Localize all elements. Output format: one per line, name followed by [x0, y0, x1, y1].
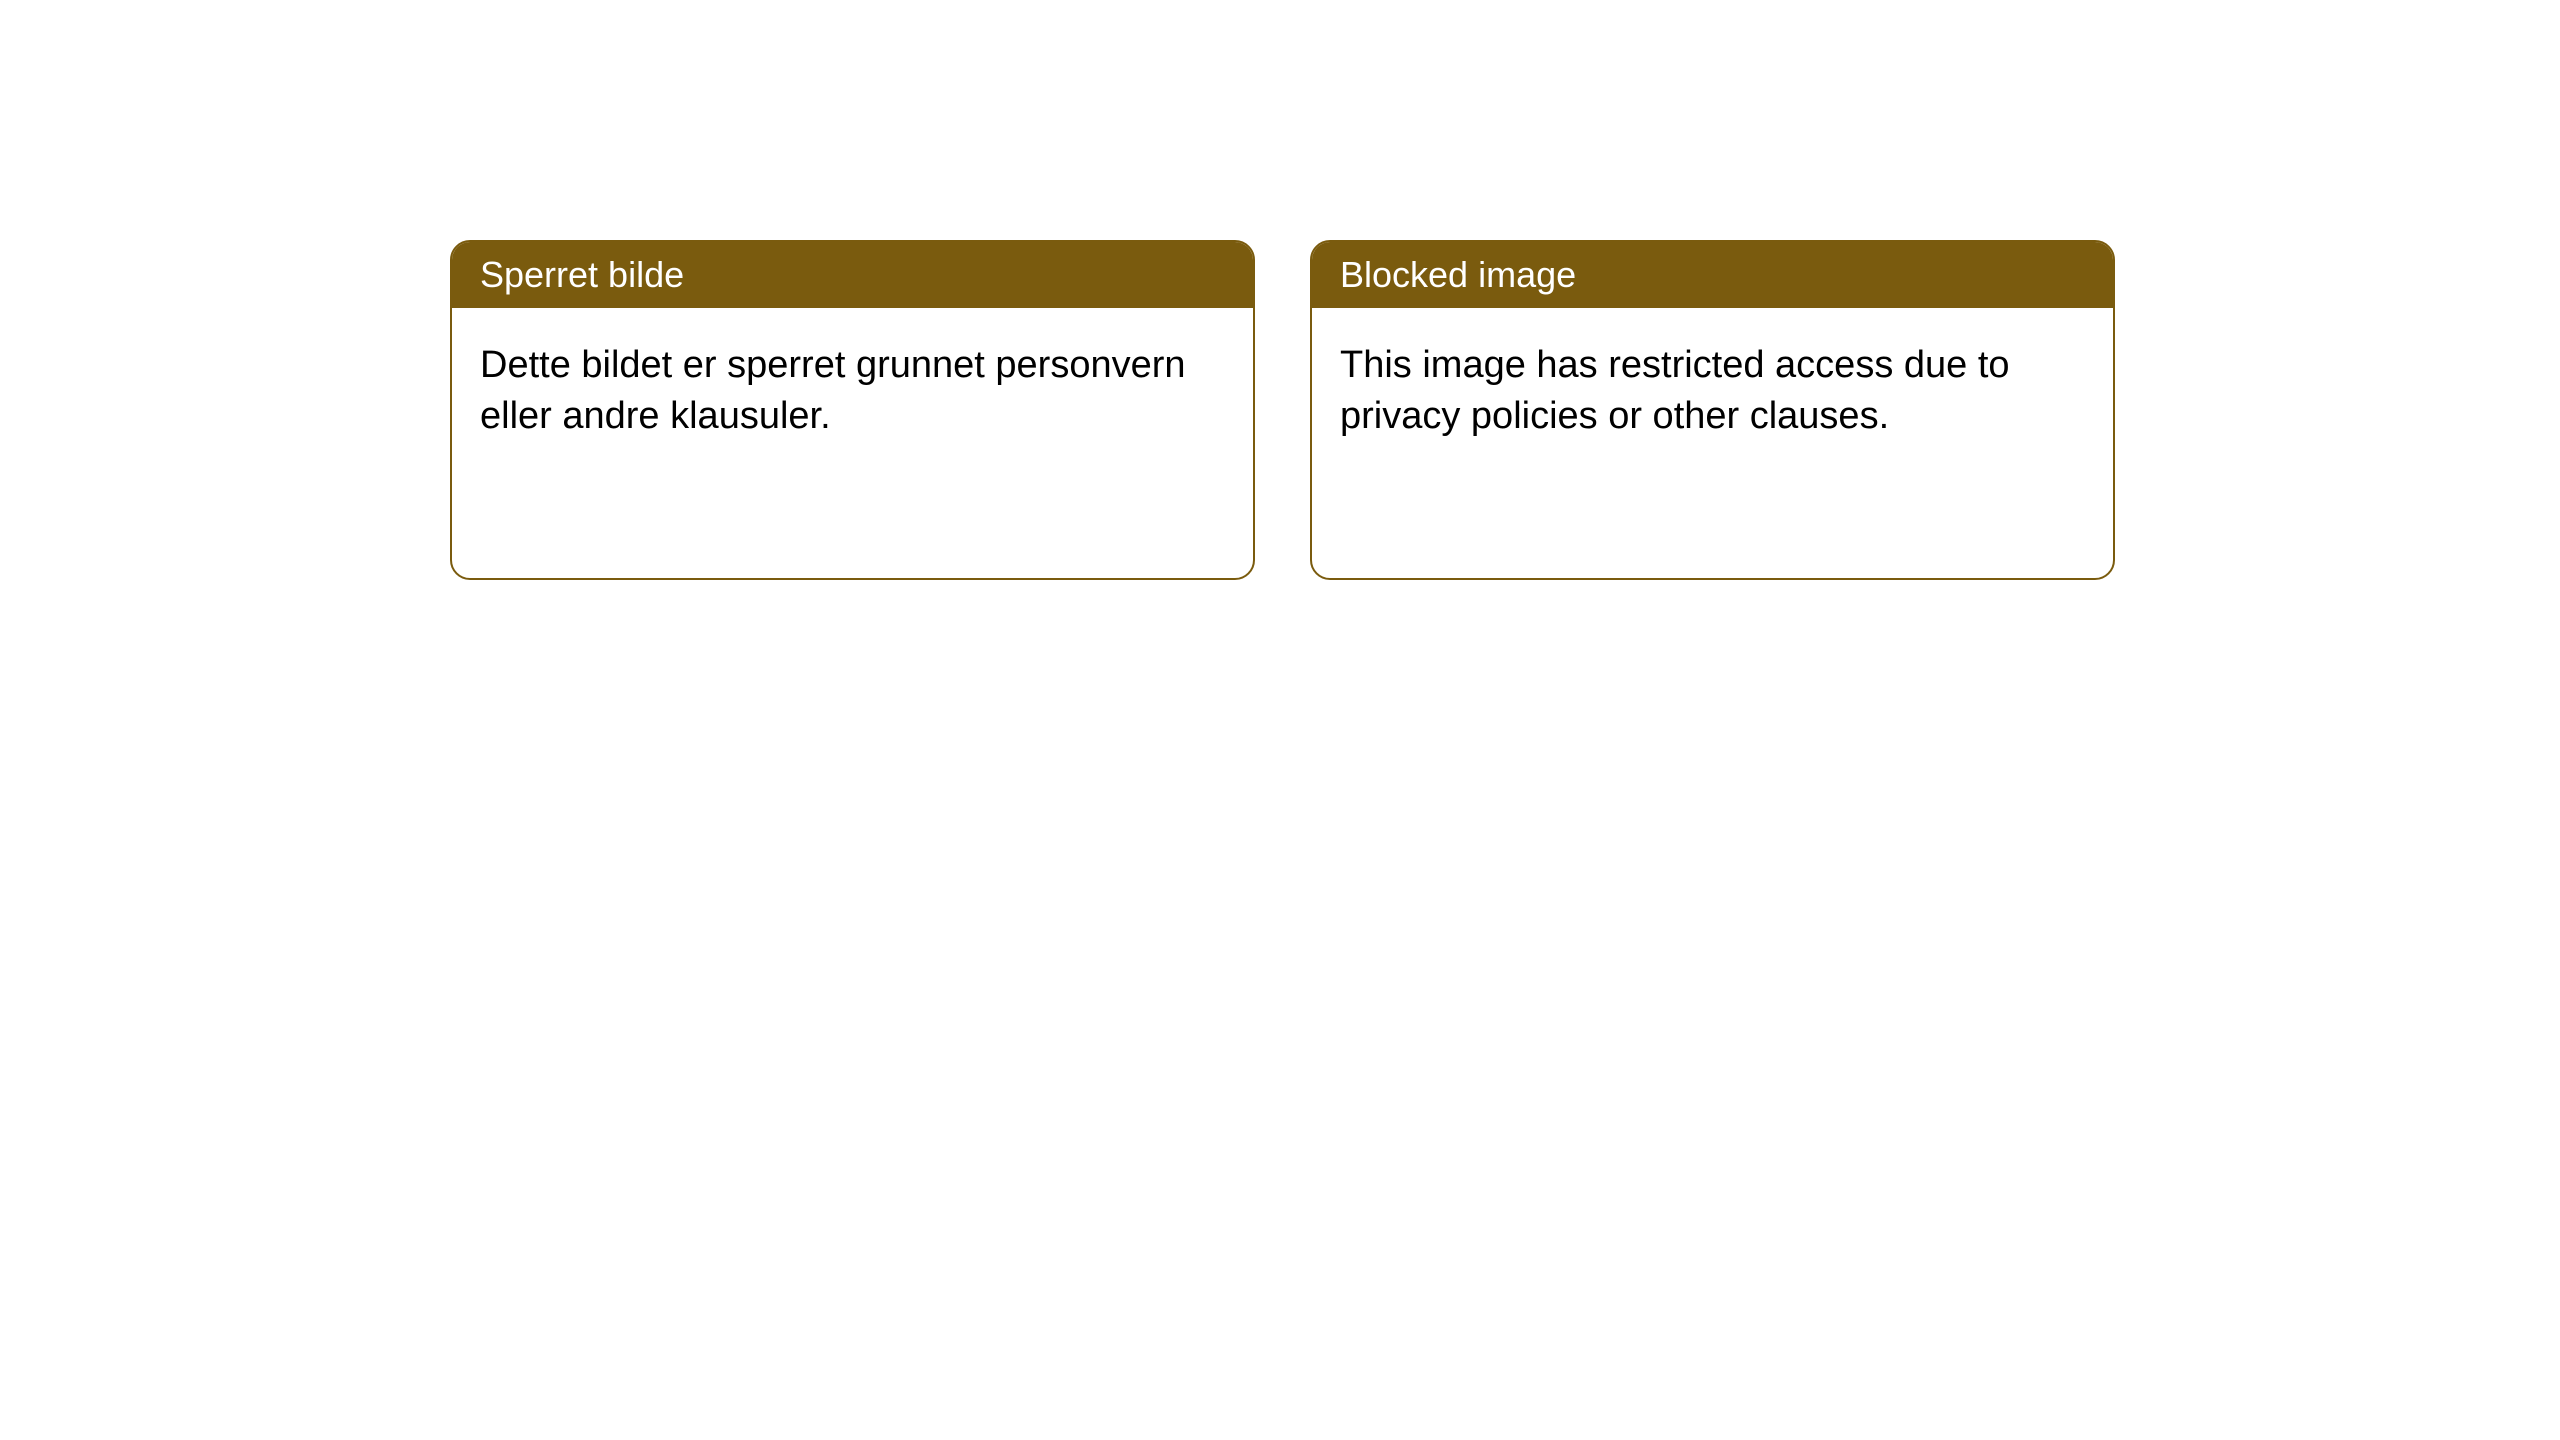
- card-header: Sperret bilde: [452, 242, 1253, 308]
- cards-container: Sperret bilde Dette bildet er sperret gr…: [450, 240, 2560, 580]
- card-body-text: This image has restricted access due to …: [1340, 344, 2010, 437]
- blocked-image-card-en: Blocked image This image has restricted …: [1310, 240, 2115, 580]
- blocked-image-card-no: Sperret bilde Dette bildet er sperret gr…: [450, 240, 1255, 580]
- card-header-text: Sperret bilde: [480, 254, 684, 295]
- card-body-text: Dette bildet er sperret grunnet personve…: [480, 344, 1186, 437]
- card-body: Dette bildet er sperret grunnet personve…: [452, 308, 1253, 475]
- card-header-text: Blocked image: [1340, 254, 1576, 295]
- card-header: Blocked image: [1312, 242, 2113, 308]
- card-body: This image has restricted access due to …: [1312, 308, 2113, 475]
